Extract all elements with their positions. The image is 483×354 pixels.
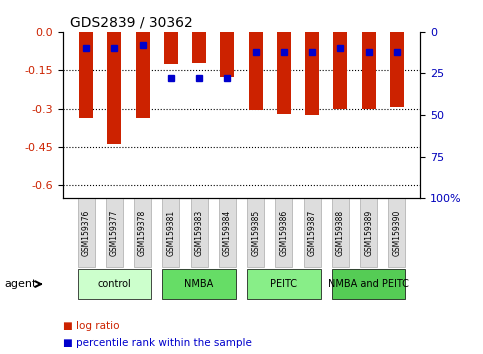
Bar bbox=[219, 198, 236, 267]
Text: GSM159387: GSM159387 bbox=[308, 210, 317, 256]
Bar bbox=[164, 32, 178, 64]
Bar bbox=[362, 32, 376, 109]
Text: GSM159381: GSM159381 bbox=[166, 210, 175, 256]
Bar bbox=[304, 198, 321, 267]
Bar bbox=[247, 269, 321, 299]
Bar bbox=[247, 198, 264, 267]
Bar bbox=[78, 269, 151, 299]
Bar bbox=[277, 32, 291, 114]
Text: PEITC: PEITC bbox=[270, 279, 298, 289]
Text: GSM159389: GSM159389 bbox=[364, 210, 373, 256]
Bar bbox=[388, 198, 405, 267]
Bar bbox=[162, 269, 236, 299]
Text: GDS2839 / 30362: GDS2839 / 30362 bbox=[70, 15, 193, 29]
Text: agent: agent bbox=[5, 279, 37, 289]
Bar bbox=[275, 198, 292, 267]
Text: GSM159388: GSM159388 bbox=[336, 210, 345, 256]
Text: GSM159390: GSM159390 bbox=[392, 210, 401, 256]
Bar bbox=[333, 32, 347, 109]
Text: control: control bbox=[98, 279, 131, 289]
Bar bbox=[305, 32, 319, 115]
Bar bbox=[390, 32, 404, 107]
Text: GSM159378: GSM159378 bbox=[138, 210, 147, 256]
Bar bbox=[191, 198, 208, 267]
Bar bbox=[136, 32, 150, 118]
Text: GSM159385: GSM159385 bbox=[251, 210, 260, 256]
Text: GSM159383: GSM159383 bbox=[195, 210, 204, 256]
Bar bbox=[332, 269, 405, 299]
Bar bbox=[78, 198, 95, 267]
Bar bbox=[134, 198, 151, 267]
Bar bbox=[192, 32, 206, 63]
Text: GSM159384: GSM159384 bbox=[223, 210, 232, 256]
Text: ■ percentile rank within the sample: ■ percentile rank within the sample bbox=[63, 338, 252, 348]
Text: GSM159386: GSM159386 bbox=[279, 210, 288, 256]
Bar bbox=[332, 198, 349, 267]
Text: ■ log ratio: ■ log ratio bbox=[63, 321, 119, 331]
Bar bbox=[106, 198, 123, 267]
Bar bbox=[79, 32, 93, 118]
Text: GSM159376: GSM159376 bbox=[82, 210, 91, 256]
Text: NMBA and PEITC: NMBA and PEITC bbox=[328, 279, 409, 289]
Bar bbox=[220, 32, 234, 77]
Text: NMBA: NMBA bbox=[185, 279, 214, 289]
Bar bbox=[107, 32, 121, 144]
Bar bbox=[249, 32, 263, 110]
Bar bbox=[162, 198, 179, 267]
Bar bbox=[360, 198, 377, 267]
Text: GSM159377: GSM159377 bbox=[110, 210, 119, 256]
